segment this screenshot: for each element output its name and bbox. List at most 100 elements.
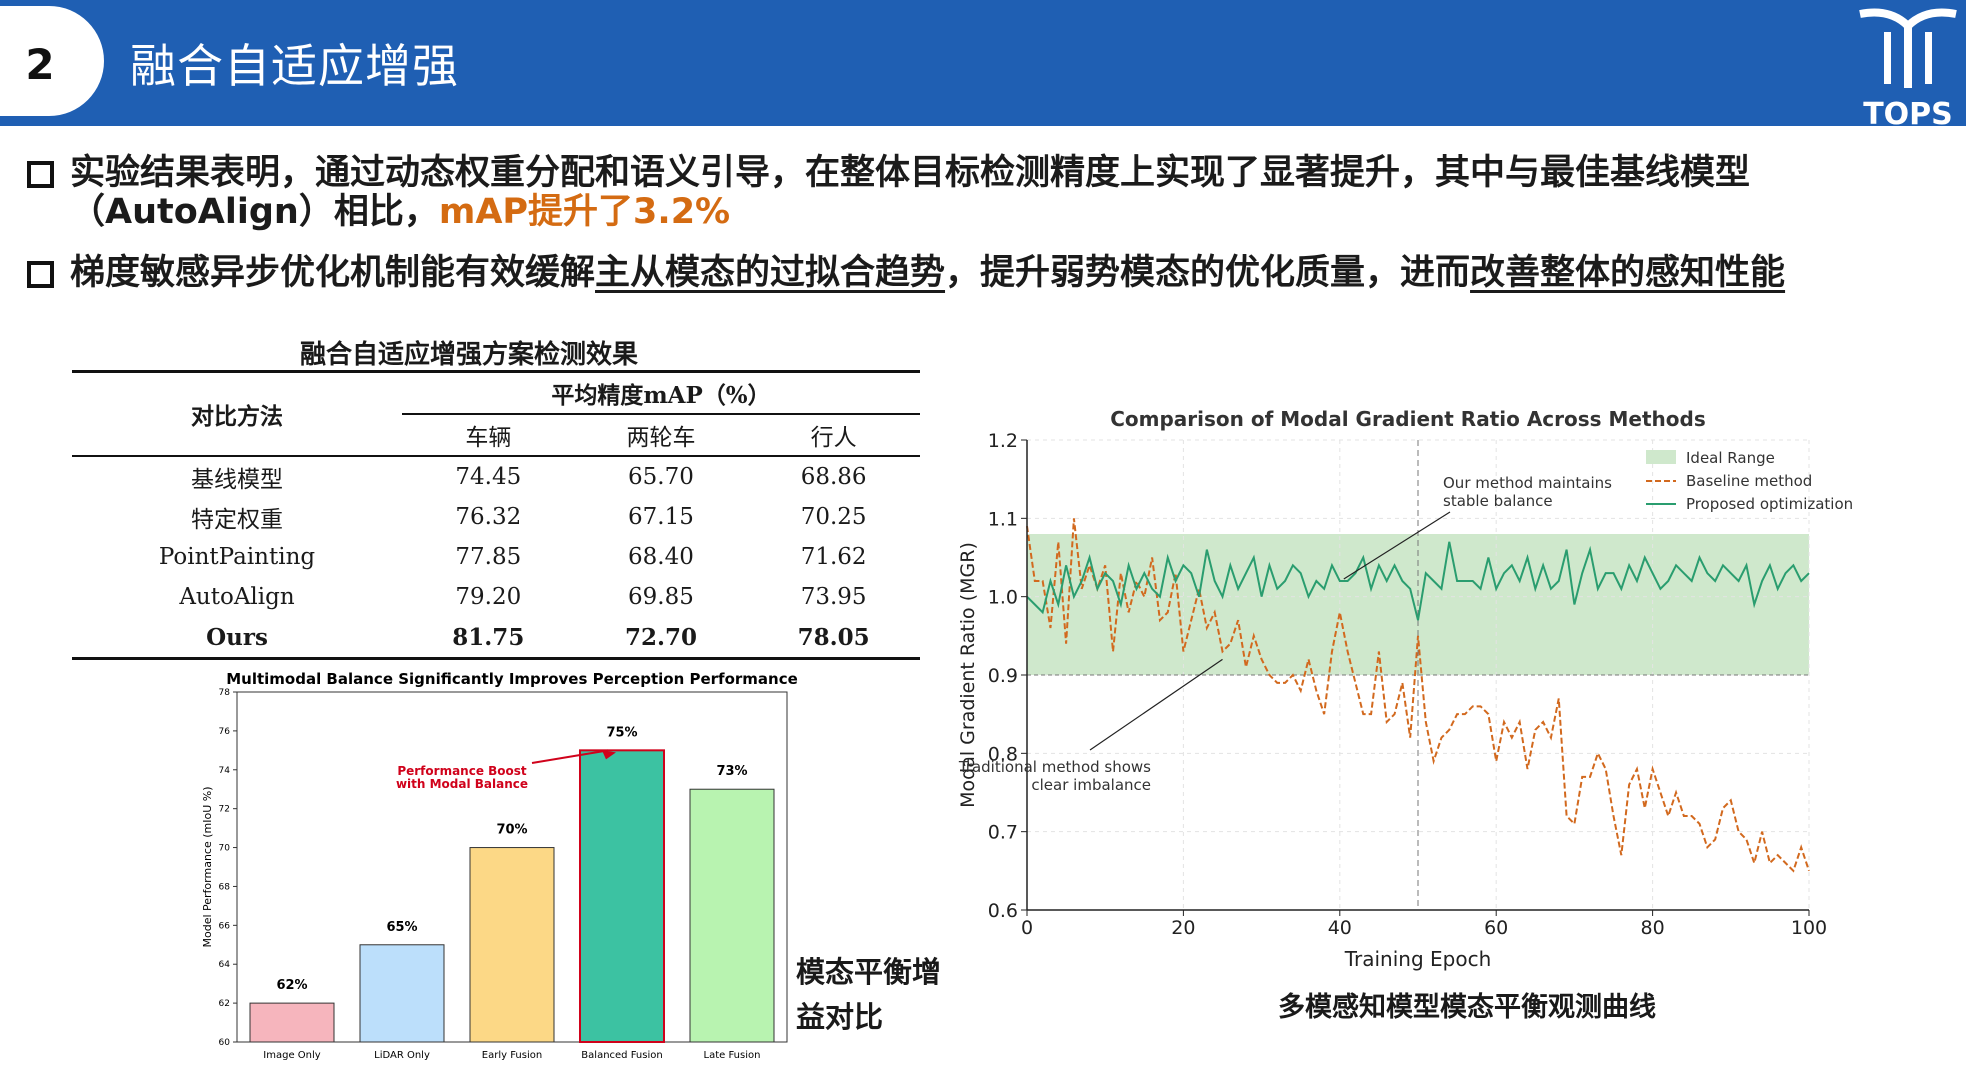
baseline-series-line [1026, 518, 1810, 873]
method-cell: AutoAlign [179, 584, 295, 610]
bar-data-label: 70% [496, 823, 527, 838]
gradient-ratio-line-chart: Comparison of Modal Gradient Ratio Acros… [957, 407, 1853, 971]
table-row: 基线模型 74.45 65.70 68.86 [72, 456, 920, 497]
bullet-2-underline-a: 主从模态的过拟合趋势 [595, 253, 946, 293]
y-tick-label: 0.6 [988, 900, 1018, 922]
bullet-2: 梯度敏感异步优化机制能有效缓解主从模态的过拟合趋势，提升弱势模态的优化质量，进而… [70, 253, 1785, 293]
x-tick-label: 100 [1791, 917, 1827, 939]
value-cell: 78.05 [797, 623, 870, 651]
bar-y-tick-label: 78 [219, 688, 231, 698]
logo-text: TOPS [1863, 97, 1953, 126]
value-cell: 67.15 [628, 504, 694, 530]
balance-bar-chart: Multimodal Balance Significantly Improve… [201, 670, 798, 1061]
bar-x-tick-label: Early Fusion [482, 1050, 542, 1061]
line-chart-caption: 多模感知模型模态平衡观测曲线 [1278, 992, 1656, 1023]
bullet-1-line2: （AutoAlign）相比，mAP提升了3.2% [70, 192, 730, 232]
y-tick-label: 0.9 [988, 665, 1018, 687]
x-axis-label: Training Epoch [1344, 947, 1492, 971]
tops-logo-icon: TOPS [1859, 8, 1957, 126]
y-tick-label: 0.7 [988, 822, 1018, 844]
annotation-traditional-arrow [1089, 658, 1223, 751]
y-tick-label: 0.8 [988, 743, 1018, 765]
section-number-badge: 2 [0, 6, 104, 116]
column-header: 行人 [810, 425, 857, 451]
bullet-2-text-b: ，提升弱势模态的优化质量，进而 [945, 253, 1471, 293]
value-cell: 77.85 [455, 544, 522, 570]
y-tick-label: 1.0 [988, 587, 1018, 609]
bar-y-tick-label: 62 [219, 999, 230, 1009]
bar-x-tick-label: Late Fusion [704, 1050, 761, 1061]
bar-annotation-arrowhead [602, 750, 616, 760]
bar-chart-title: Multimodal Balance Significantly Improve… [226, 670, 798, 688]
bar [249, 1002, 335, 1043]
bar-x-tick-label: Balanced Fusion [581, 1050, 662, 1061]
value-cell: 76.32 [455, 504, 522, 530]
bar-y-tick-label: 66 [219, 921, 231, 931]
bullet-2-text-a: 梯度敏感异步优化机制能有效缓解 [70, 253, 596, 293]
value-cell: 79.20 [455, 584, 522, 610]
line-chart-title: Comparison of Modal Gradient Ratio Acros… [1110, 407, 1706, 431]
bar-y-tick-label: 72 [219, 805, 230, 815]
value-cell: 65.70 [628, 464, 694, 490]
table-title: 融合自适应增强方案检测效果 [300, 340, 639, 370]
bullet-square-icon [27, 161, 54, 188]
x-tick-label: 0 [1021, 917, 1033, 939]
table-row-ours: Ours 81.75 72.70 78.05 [72, 617, 920, 659]
legend-entry: Ideal Range [1686, 449, 1775, 467]
bar-annotation-line2: with Modal Balance [396, 777, 528, 791]
bar [359, 944, 445, 1043]
bar-data-label: 73% [716, 764, 747, 779]
bar-y-tick-label: 74 [219, 766, 231, 776]
annotation-traditional-line1: Traditional method shows [958, 758, 1151, 776]
bar-y-tick-label: 68 [219, 882, 231, 892]
bar-x-tick-label: LiDAR Only [374, 1050, 430, 1061]
bar-x-tick-label: Image Only [263, 1050, 320, 1061]
method-cell: Ours [206, 623, 268, 651]
value-cell: 70.25 [800, 504, 867, 530]
bar-chart-side-label: 模态平衡增 益对比 [796, 950, 941, 1040]
legend-swatch-ideal [1646, 450, 1676, 464]
method-cell: 基线模型 [191, 467, 283, 493]
x-tick-label: 60 [1484, 917, 1508, 939]
value-cell: 68.86 [800, 464, 867, 490]
column-header: 两轮车 [626, 425, 696, 451]
proposed-series-line [1026, 541, 1810, 621]
legend-entry: Proposed optimization [1686, 495, 1853, 513]
annotation-ours-line1: Our method maintains [1443, 474, 1612, 492]
slide-title: 融合自适应增强 [130, 39, 459, 93]
bullet-1-text: （AutoAlign）相比， [70, 192, 439, 232]
y-tick-label: 1.1 [988, 508, 1018, 530]
bar-y-tick-label: 76 [219, 727, 231, 737]
bullet-1-line1: 实验结果表明，通过动态权重分配和语义引导，在整体目标检测精度上实现了显著提升，其… [70, 153, 1751, 193]
value-cell: 73.95 [800, 584, 867, 610]
method-cell: PointPainting [158, 544, 316, 570]
y-tick-label: 1.2 [988, 430, 1018, 452]
header-bar: 2 融合自适应增强 TOPS [0, 0, 1966, 126]
bar-data-label: 65% [386, 920, 417, 935]
map-gain-highlight: mAP提升了3.2% [438, 192, 731, 232]
bar [689, 788, 775, 1043]
table-row: 特定权重 76.32 67.15 70.25 [72, 497, 920, 537]
value-cell: 68.40 [628, 544, 694, 570]
table-row: PointPainting 77.85 68.40 71.62 [72, 537, 920, 577]
annotation-traditional-line2: clear imbalance [1031, 776, 1151, 794]
value-cell: 74.45 [455, 464, 522, 490]
bar-data-label: 62% [276, 978, 307, 993]
bar [469, 847, 555, 1043]
bar-y-tick-label: 64 [219, 960, 231, 970]
results-table: 对比方法 平均精度mAP（%） 车辆 两轮车 行人 基线模型 74.45 65.… [72, 370, 920, 660]
bar-y-tick-label: 70 [219, 844, 231, 854]
value-cell: 69.85 [628, 584, 694, 610]
value-cell: 81.75 [452, 623, 525, 651]
bar-data-label: 75% [606, 725, 637, 740]
bar-y-axis-label: Model Performance (mIoU %) [201, 787, 214, 948]
bullet-2-underline-b: 改善整体的感知性能 [1470, 253, 1786, 293]
x-tick-label: 20 [1171, 917, 1195, 939]
side-label-line2: 益对比 [796, 1000, 884, 1034]
x-tick-label: 80 [1641, 917, 1665, 939]
bar-annotation-line1: Performance Boost [397, 764, 527, 778]
x-tick-label: 40 [1328, 917, 1352, 939]
y-axis-label: Modal Gradient Ratio (MGR) [957, 542, 979, 808]
legend-entry: Baseline method [1686, 472, 1812, 490]
value-cell: 72.70 [624, 623, 697, 651]
